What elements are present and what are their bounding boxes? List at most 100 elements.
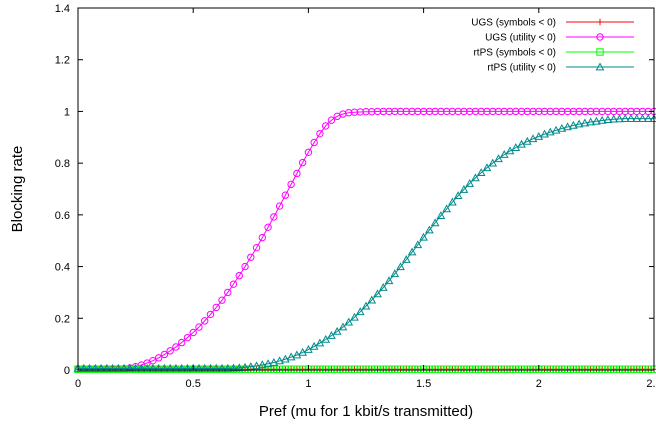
data-point [362,107,370,116]
data-point [471,365,480,373]
plot-marks [73,107,656,373]
data-point [482,163,492,172]
data-point [321,334,331,343]
data-point [125,363,135,372]
data-point [339,365,347,373]
data-point [344,317,354,326]
data-point [581,107,589,116]
data-point [73,363,83,372]
data-point [489,365,497,373]
data-point [142,363,152,372]
data-point [431,107,439,116]
data-point [419,232,428,241]
data-point [597,115,607,124]
legend-label: rtPS (utility < 0) [487,63,556,74]
data-point [431,365,439,373]
data-point [552,107,560,116]
data-point [241,262,249,271]
data-point [149,356,157,365]
y-tick-label: 0 [64,365,70,377]
y-tick-label: 0.6 [55,210,70,222]
data-point [546,365,555,373]
data-point [183,333,192,342]
data-point [270,213,278,221]
data-point [413,240,423,249]
axes: 0 0.5 1 1.5 2 2.5 0 0.2 0.4 0.6 0.8 1 1.2 1.4 [55,3,656,390]
data-point [604,107,612,116]
data-point [160,350,169,359]
data-point [246,362,256,370]
data-point [177,338,186,347]
data-point [332,326,342,335]
data-point [563,122,572,131]
data-point [136,363,146,372]
data-point [201,317,209,325]
data-point [355,307,365,316]
data-point [598,365,606,373]
data-point [609,365,618,373]
data-point [453,191,463,200]
data-point [281,365,290,373]
data-point [172,343,180,351]
data-point [345,109,353,117]
series-line [78,118,654,369]
data-point [327,365,336,373]
data-point [224,288,232,297]
data-point [540,107,549,116]
data-point [414,107,422,116]
data-point [171,363,181,372]
data-point [217,363,227,372]
data-point [644,365,652,373]
data-point [460,365,468,373]
data-point [391,107,399,116]
data-point [442,107,451,116]
data-point [425,365,434,373]
data-point [113,363,123,372]
data-point [563,365,572,373]
data-point [500,365,508,373]
data-point [264,223,272,231]
data-point [437,365,445,373]
data-point [298,347,308,356]
data-point [385,365,393,373]
x-tick-label: 0 [75,378,81,390]
data-point [540,129,549,138]
data-point [211,363,221,372]
data-point [489,107,497,116]
y-tick-label: 0.2 [55,313,70,325]
data-point [108,363,117,372]
data-point [247,253,255,261]
data-point [396,365,405,373]
data-point [206,363,215,372]
data-point [442,204,452,213]
data-point [465,179,475,187]
data-point [368,365,376,373]
data-point [200,363,210,372]
data-point [483,365,491,373]
data-point [626,114,636,122]
data-point [557,123,567,132]
data-point [494,365,503,373]
data-point [522,136,532,145]
data-point [396,107,405,116]
data-point [166,347,174,355]
data-point [512,365,520,373]
data-point [229,280,238,288]
data-point [552,365,560,373]
series-4 [73,114,656,372]
data-point [523,107,531,116]
data-point [194,363,204,372]
data-point [408,365,416,373]
data-point [356,365,364,373]
data-point [298,158,307,167]
data-point [454,107,462,116]
data-point [304,148,313,156]
data-point [275,365,284,373]
data-point [350,108,359,116]
data-point [569,365,578,373]
y-tick-label: 1.2 [55,55,70,67]
data-point [592,116,601,125]
data-point [477,365,485,373]
data-point [465,365,474,373]
data-point [373,289,382,298]
